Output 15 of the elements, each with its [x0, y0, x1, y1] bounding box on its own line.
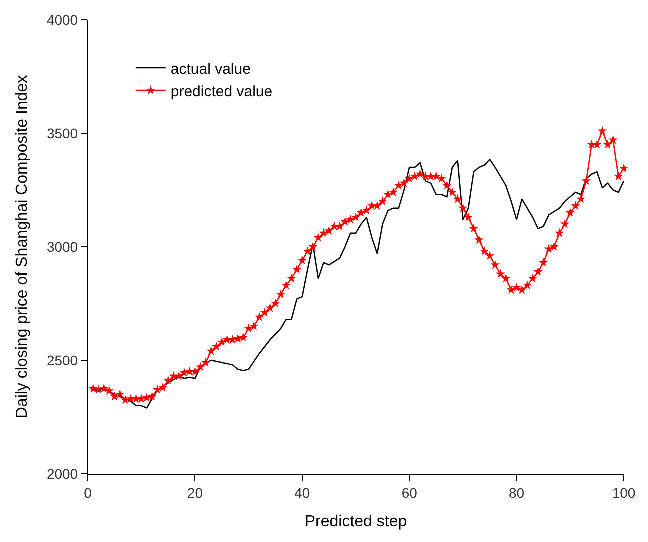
y-tick-label: 3000: [46, 238, 78, 255]
x-tick-label: 60: [402, 484, 418, 501]
y-tick-label: 3500: [46, 125, 78, 142]
x-axis-title: Predicted step: [304, 514, 408, 531]
x-tick-label: 40: [294, 484, 310, 501]
x-tick-label: 100: [612, 484, 636, 501]
x-tick-label: 20: [187, 484, 204, 501]
x-tick-label: 0: [84, 484, 92, 501]
y-tick-label: 4000: [46, 12, 78, 28]
x-tick-label: 80: [509, 484, 525, 501]
y-tick-label: 2500: [46, 352, 78, 368]
legend-label: actual value: [170, 60, 251, 78]
y-axis-title: Daily closing price of Shanghai Composite Index: [14, 75, 31, 419]
legend-label: predicted value: [170, 83, 273, 100]
y-tick-label: 2000: [46, 466, 78, 482]
